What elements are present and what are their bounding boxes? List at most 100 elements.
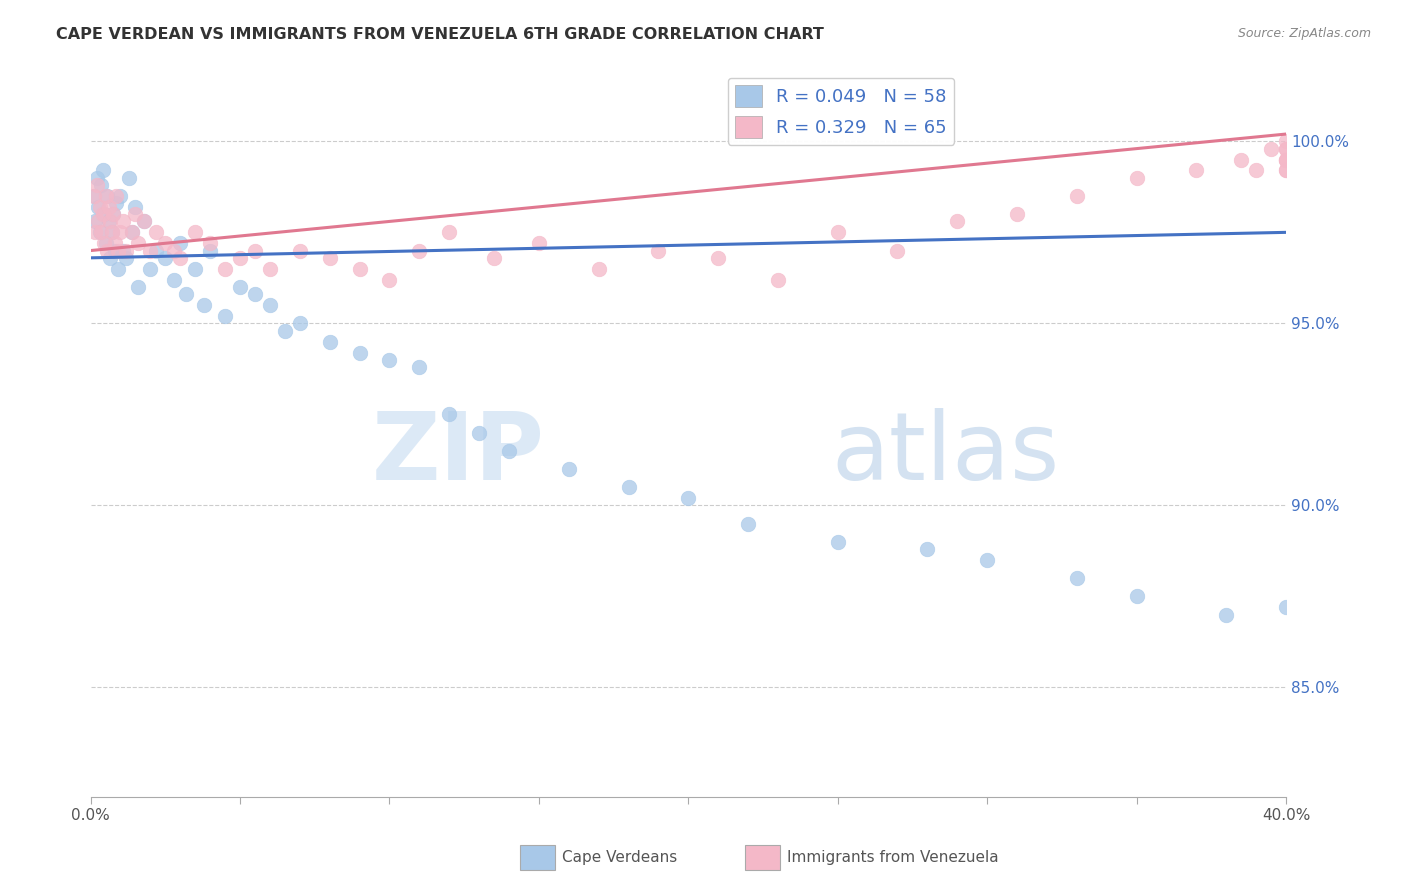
Point — [93, 236, 115, 251]
Point — [169, 251, 191, 265]
Point — [243, 287, 266, 301]
Point — [766, 273, 789, 287]
Point — [115, 251, 138, 265]
Point — [408, 244, 430, 258]
Point — [193, 298, 215, 312]
Point — [1275, 163, 1298, 178]
Point — [1275, 142, 1298, 156]
Point — [174, 287, 197, 301]
Point — [118, 170, 141, 185]
Point — [198, 236, 221, 251]
Point — [87, 214, 110, 228]
Point — [115, 244, 138, 258]
Point — [97, 200, 120, 214]
Point — [349, 345, 371, 359]
Point — [89, 225, 111, 239]
Point — [91, 163, 114, 178]
Point — [588, 261, 610, 276]
Point — [93, 207, 115, 221]
Point — [274, 324, 297, 338]
Point — [100, 225, 122, 239]
Point — [169, 236, 191, 251]
Point — [101, 207, 124, 221]
Point — [90, 178, 112, 192]
Point — [976, 553, 998, 567]
Point — [145, 225, 167, 239]
Point — [84, 214, 107, 228]
Point — [229, 251, 252, 265]
Point — [89, 200, 111, 214]
Point — [468, 425, 491, 440]
Point — [378, 352, 401, 367]
Point — [184, 261, 207, 276]
Point — [84, 225, 107, 239]
Point — [617, 480, 640, 494]
Point — [1066, 571, 1088, 585]
Point — [163, 244, 186, 258]
Point — [1215, 607, 1237, 622]
Point — [558, 462, 581, 476]
Point — [86, 170, 108, 185]
Point — [112, 244, 135, 258]
Point — [98, 251, 121, 265]
Point — [259, 261, 281, 276]
Point — [124, 200, 146, 214]
Point — [1275, 142, 1298, 156]
Point — [288, 317, 311, 331]
Point — [134, 214, 156, 228]
Point — [1066, 189, 1088, 203]
Text: ZIP: ZIP — [373, 409, 546, 500]
Point — [139, 261, 162, 276]
Point — [243, 244, 266, 258]
Point — [96, 189, 118, 203]
Point — [1275, 153, 1298, 167]
Point — [83, 189, 105, 203]
Point — [127, 236, 149, 251]
Point — [1275, 153, 1298, 167]
Text: atlas: atlas — [832, 409, 1060, 500]
Point — [110, 189, 132, 203]
Point — [97, 214, 120, 228]
Point — [87, 200, 110, 214]
Point — [678, 491, 700, 505]
Point — [145, 244, 167, 258]
Point — [112, 214, 135, 228]
Point — [91, 207, 114, 221]
Point — [527, 236, 550, 251]
Point — [86, 178, 108, 192]
Point — [1275, 153, 1298, 167]
Text: Cape Verdeans: Cape Verdeans — [562, 850, 678, 864]
Point — [946, 214, 969, 228]
Point — [134, 214, 156, 228]
Point — [110, 225, 132, 239]
Point — [105, 189, 128, 203]
Point — [288, 244, 311, 258]
Point — [107, 261, 129, 276]
Point — [98, 214, 121, 228]
Point — [647, 244, 669, 258]
Point — [886, 244, 908, 258]
Point — [107, 244, 129, 258]
Point — [439, 408, 461, 422]
Text: Source: ZipAtlas.com: Source: ZipAtlas.com — [1237, 27, 1371, 40]
Point — [127, 280, 149, 294]
Point — [214, 309, 236, 323]
Point — [101, 207, 124, 221]
Point — [498, 443, 520, 458]
Legend: R = 0.049   N = 58, R = 0.329   N = 65: R = 0.049 N = 58, R = 0.329 N = 65 — [727, 78, 955, 145]
Point — [1005, 207, 1028, 221]
Point — [1125, 170, 1147, 185]
Point — [90, 225, 112, 239]
Point — [439, 225, 461, 239]
Point — [827, 534, 849, 549]
Point — [103, 236, 125, 251]
Point — [155, 236, 177, 251]
Point — [83, 189, 105, 203]
Point — [198, 244, 221, 258]
Point — [1275, 600, 1298, 615]
Text: Immigrants from Venezuela: Immigrants from Venezuela — [787, 850, 1000, 864]
Point — [96, 244, 118, 258]
Point — [124, 207, 146, 221]
Point — [482, 251, 505, 265]
Point — [94, 236, 117, 251]
